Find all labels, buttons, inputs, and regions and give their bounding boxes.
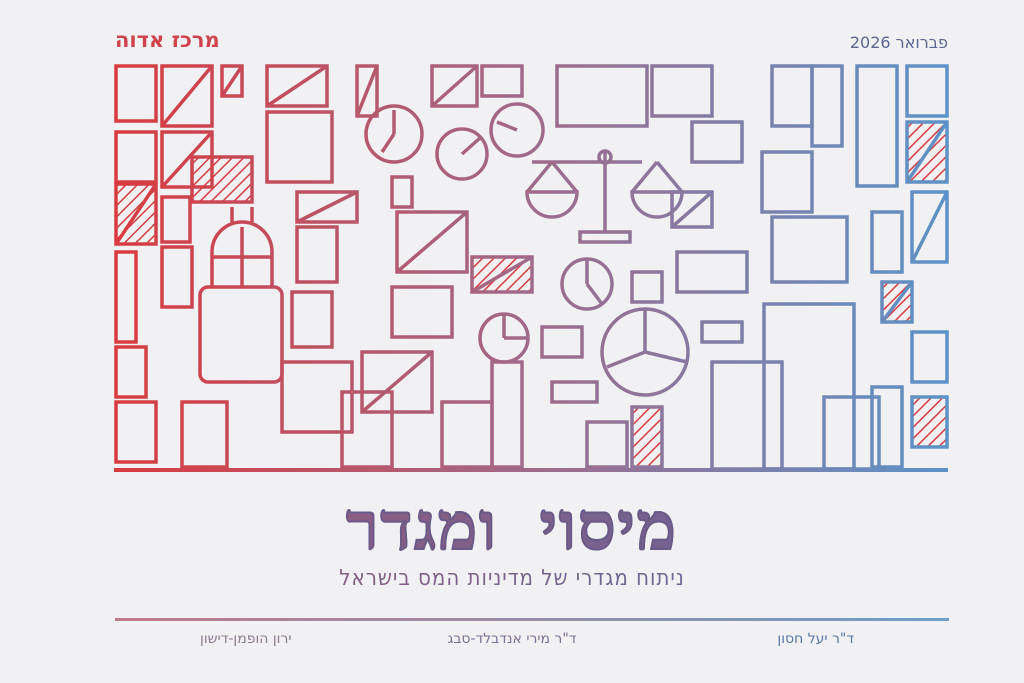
author-2: ד"ר מירי אנדבלד-סבג	[447, 631, 577, 647]
illustration-line	[160, 130, 214, 189]
publication-date: פברואר 2026	[849, 33, 948, 52]
illustration-tile	[630, 405, 664, 469]
illustration-tile	[265, 64, 329, 108]
illustration-tile	[770, 64, 814, 128]
publisher-logo: מרכז אדוה	[115, 28, 220, 52]
illustration-tile	[650, 64, 714, 118]
illustration-line	[160, 64, 214, 128]
author-1: ד"ר יעל חסון	[777, 631, 854, 647]
illustration-tile	[340, 390, 394, 469]
illustration-tile	[430, 64, 479, 108]
illustration-tile	[870, 385, 904, 469]
illustration-tile	[295, 190, 359, 224]
illustration-line	[266, 64, 328, 108]
illustration-tile	[490, 360, 524, 469]
cover-illustration	[114, 64, 949, 472]
illustration-line	[114, 183, 158, 245]
illustration-line	[910, 191, 949, 263]
illustration-tile	[220, 64, 244, 98]
illustration-tile	[395, 210, 469, 274]
illustration-tile	[550, 380, 599, 404]
pie-chart-icon	[478, 257, 690, 397]
illustration-line	[430, 64, 479, 108]
divider	[115, 618, 949, 621]
illustration-line	[471, 255, 533, 294]
scale-icon	[525, 149, 684, 244]
building-icon	[710, 302, 881, 471]
illustration-line	[220, 65, 244, 97]
illustration-tile	[114, 130, 158, 184]
illustration-tile	[160, 195, 192, 244]
report-title: מיסוי ומגדר	[0, 487, 1024, 566]
illustration-tile	[870, 210, 904, 274]
illustration-tile	[265, 110, 334, 184]
illustration-tile	[855, 64, 899, 188]
illustration-tile	[390, 175, 414, 209]
illustration-tile	[810, 64, 844, 148]
illustration-tile	[905, 64, 949, 118]
illustration-tile	[280, 360, 354, 434]
illustration-line	[355, 65, 379, 117]
illustration-tile	[160, 64, 214, 128]
illustration-line	[880, 280, 914, 324]
illustration-tile	[360, 350, 434, 414]
illustration-tile	[355, 64, 379, 118]
illustration-tile	[114, 345, 148, 399]
illustration-tile	[114, 64, 158, 123]
illustration-tile	[190, 155, 254, 204]
illustration-tile	[700, 320, 744, 344]
illustration-tile	[585, 420, 629, 469]
illustration-tile	[910, 395, 949, 449]
illustration-tile	[440, 400, 494, 469]
illustration-line	[670, 190, 714, 229]
illustration-tile	[910, 190, 949, 264]
illustration-tile	[540, 325, 584, 359]
illustration-line	[905, 121, 949, 183]
illustration-line	[360, 350, 434, 414]
illustration-tile	[295, 225, 339, 284]
illustration-line	[395, 210, 469, 274]
illustration-tile	[770, 215, 849, 284]
illustration-tile	[760, 150, 814, 214]
clock-icon	[364, 102, 545, 181]
bottle-icon	[198, 207, 284, 384]
illustration-tile	[670, 190, 714, 229]
illustration-tile	[114, 400, 158, 464]
report-subtitle: ניתוח מגדרי של מדיניות המס בישראל	[0, 566, 1024, 591]
illustration-tile	[114, 250, 138, 344]
illustration-tile	[630, 270, 664, 304]
illustration-tile	[390, 285, 454, 339]
illustration-line	[296, 190, 358, 224]
illustration-tile	[160, 245, 194, 309]
illustration-tile	[290, 290, 334, 349]
illustration-tile	[910, 330, 949, 384]
illustration-tile	[480, 64, 524, 98]
illustration-tile	[180, 400, 229, 469]
illustration-tile	[555, 64, 649, 128]
illustration-tile	[690, 120, 744, 164]
author-3: ירון הופמן-דישון	[200, 631, 292, 647]
illustration-tile	[675, 250, 749, 294]
